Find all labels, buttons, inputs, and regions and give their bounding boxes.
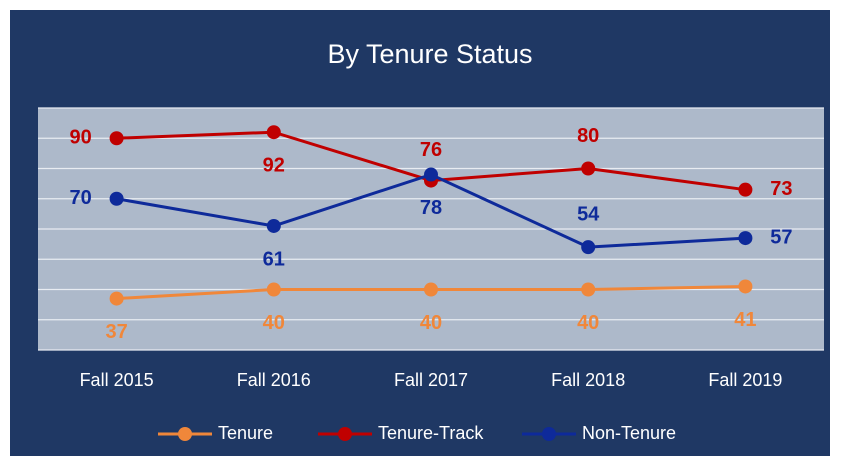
point bbox=[581, 161, 596, 176]
data-label: 73 bbox=[770, 178, 792, 200]
point bbox=[738, 182, 753, 197]
data-label: 37 bbox=[105, 321, 127, 343]
data-label: 54 bbox=[577, 203, 600, 225]
x-tick-label: Fall 2015 bbox=[80, 370, 154, 390]
data-label: 40 bbox=[420, 312, 442, 334]
point bbox=[266, 282, 281, 297]
point bbox=[424, 282, 438, 297]
x-tick-label: Fall 2017 bbox=[394, 370, 468, 390]
point bbox=[581, 240, 596, 255]
data-label: 41 bbox=[734, 309, 756, 331]
data-label: 80 bbox=[577, 125, 599, 147]
legend-marker bbox=[542, 427, 556, 441]
chart-title: By Tenure Status bbox=[327, 39, 532, 69]
data-label: 57 bbox=[770, 226, 792, 248]
point bbox=[738, 279, 753, 294]
point bbox=[109, 191, 124, 206]
x-tick-label: Fall 2019 bbox=[708, 370, 782, 390]
legend-label: Tenure bbox=[218, 423, 273, 443]
point bbox=[738, 231, 753, 246]
data-label: 40 bbox=[263, 312, 285, 334]
legend-label: Tenure-Track bbox=[378, 423, 484, 443]
legend-marker bbox=[338, 427, 352, 441]
data-label: 92 bbox=[263, 154, 285, 176]
point bbox=[109, 131, 124, 146]
point bbox=[266, 125, 281, 140]
data-label: 61 bbox=[263, 248, 285, 270]
data-label: 70 bbox=[69, 187, 91, 209]
x-tick-label: Fall 2018 bbox=[551, 370, 625, 390]
legend-marker bbox=[178, 427, 192, 441]
point bbox=[581, 282, 596, 297]
data-label: 78 bbox=[420, 197, 442, 219]
point bbox=[266, 218, 281, 233]
data-label: 40 bbox=[577, 312, 599, 334]
data-label: 90 bbox=[69, 127, 91, 149]
point bbox=[424, 167, 438, 182]
x-tick-label: Fall 2016 bbox=[237, 370, 311, 390]
legend-label: Non-Tenure bbox=[582, 423, 676, 443]
point bbox=[109, 291, 124, 306]
data-label: 76 bbox=[420, 139, 442, 161]
